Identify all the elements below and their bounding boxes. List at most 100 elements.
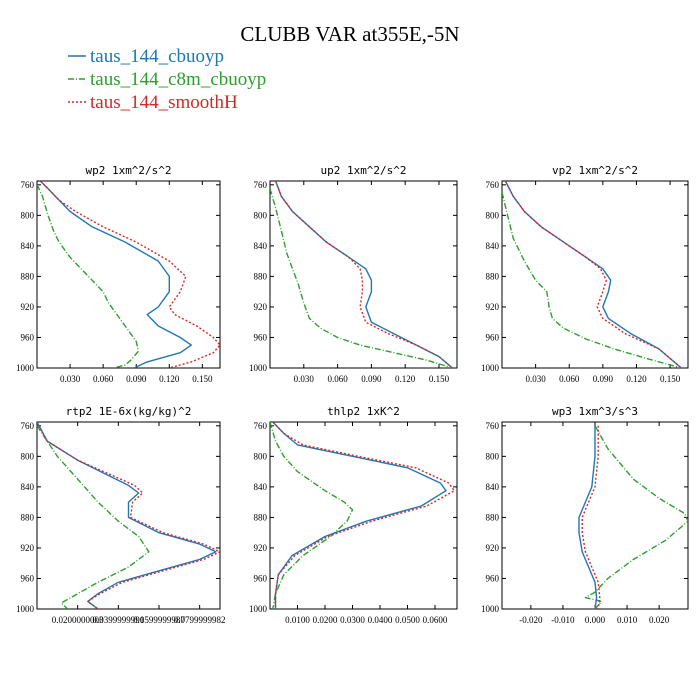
y-tick-label: 760 [21,180,35,190]
x-tick-label: 0.030 [60,374,81,384]
x-tick-label: 0.0599999987 [133,615,185,625]
y-tick-label: 920 [254,302,268,312]
x-tick-label: 0.020 [649,615,670,625]
y-tick-label: 880 [486,271,500,281]
y-tick-label: 960 [486,573,500,583]
x-tick-label: -0.010 [551,615,575,625]
x-tick-label: 0.120 [626,374,647,384]
y-tick-label: 880 [21,271,35,281]
series-line-taus_144_c8m_cbuoyp [584,425,688,609]
y-tick-label: 1000 [481,604,500,614]
x-tick-label: 0.0399999991 [92,615,144,625]
y-tick-label: 800 [21,210,35,220]
x-tick-label: 0.120 [159,374,180,384]
x-tick-label: 0.000 [585,615,606,625]
panel-wp3: wp3 1xm^3/s^3 760 800 840 880 920 960 1000 -0.02… [481,405,689,625]
y-tick-label: 800 [254,451,268,461]
panel-rtp2: rtp2 1E-6x(kg/kg)^2 760 800 840 880 920 960 100… [16,405,226,625]
panel-frame [36,180,221,369]
y-tick-label: 880 [254,271,268,281]
series-line-taus_144_smoothH [581,425,601,609]
series-line-taus_144_smoothH [272,422,455,609]
panel-frame [269,180,458,369]
figure-title: CLUBB VAR at355E,-5N [240,22,459,46]
x-tick-label: 0.0500 [395,615,420,625]
x-tick-label: 0.0799999982 [174,615,226,625]
y-tick-label: 760 [486,180,500,190]
series-line-taus_144_smoothH [504,181,682,368]
y-tick-label: 1000 [16,604,35,614]
series-line-taus_144_c8m_cbuoyp [270,188,453,368]
x-tick-label: 0.030 [294,374,315,384]
y-tick-label: 1000 [249,363,268,373]
y-tick-label: 800 [486,451,500,461]
x-tick-label: 0.0100 [285,615,310,625]
y-tick-label: 960 [254,332,268,342]
series-line-taus_144_c8m_cbuoyp [37,425,150,609]
y-tick-label: 1000 [481,363,500,373]
series-line-taus_144_smoothH [274,181,453,368]
x-tick-label: 0.030 [525,374,546,384]
panel-frame [36,421,221,610]
y-tick-label: 760 [486,421,500,431]
y-tick-label: 840 [21,241,35,251]
y-tick-label: 920 [486,302,500,312]
y-tick-label: 920 [486,543,500,553]
panel-vp2: vp2 1xm^2/s^2 760 800 840 880 920 960 1000 0.030… [481,164,689,384]
panel-wp2: wp2 1xm^2/s^2 760 800 840 880 920 960 1000 0.030… [16,164,221,384]
x-tick-label: 0.150 [660,374,681,384]
series-line-taus_144_cbuoyp [578,425,598,609]
x-tick-label: 0.0200000003 [52,615,104,625]
series-line-taus_144_c8m_cbuoyp [502,192,682,368]
y-tick-label: 960 [21,573,35,583]
series-line-taus_144_cbuoyp [272,422,447,609]
panel-title: vp2 1xm^2/s^2 [552,164,638,177]
y-tick-label: 880 [254,512,268,522]
panel-title: wp3 1xm^3/s^3 [552,405,638,418]
x-tick-label: 0.120 [395,374,416,384]
panel-grid: wp2 1xm^2/s^2 760 800 840 880 920 960 1000 0.030… [16,164,689,625]
x-tick-label: 0.0400 [368,615,393,625]
x-tick-label: 0.0200 [313,615,338,625]
x-tick-label: 0.060 [93,374,114,384]
y-tick-label: 920 [21,302,35,312]
series-line-taus_144_cbuoyp [39,181,193,368]
panel-frame [501,180,689,369]
series-line-taus_144_cbuoyp [504,181,682,368]
legend-label-smoothh: taus_144_smoothH [90,92,238,113]
x-tick-label: 0.150 [192,374,213,384]
series-line-taus_144_c8m_cbuoyp [270,422,354,609]
legend: taus_144_cbuoyp taus_144_c8m_cbuoyp taus… [68,46,266,113]
y-tick-label: 880 [21,512,35,522]
y-tick-label: 960 [21,332,35,342]
series-line-taus_144_smoothH [37,422,220,609]
y-tick-label: 800 [21,451,35,461]
y-tick-label: 840 [486,241,500,251]
y-tick-label: 760 [254,180,268,190]
x-tick-label: 0.0600 [423,615,448,625]
legend-label-cbuoyp: taus_144_cbuoyp [90,46,224,67]
y-tick-label: 960 [254,573,268,583]
x-tick-label: 0.150 [429,374,450,384]
y-tick-label: 880 [486,512,500,522]
x-tick-label: 0.090 [593,374,614,384]
series-line-taus_144_cbuoyp [274,181,453,368]
panel-frame [269,421,458,610]
y-tick-label: 800 [254,210,268,220]
y-tick-label: 1000 [249,604,268,614]
y-tick-label: 840 [254,241,268,251]
series-line-taus_144_cbuoyp [37,422,217,609]
y-tick-label: 800 [486,210,500,220]
y-tick-label: 840 [486,482,500,492]
x-tick-label: 0.090 [126,374,147,384]
panel-up2: up2 1xm^2/s^2 760 800 840 880 920 960 1000 0.030… [249,164,458,384]
series-line-taus_144_smoothH [39,181,220,368]
y-tick-label: 920 [254,543,268,553]
y-tick-label: 1000 [16,363,35,373]
x-tick-label: -0.020 [519,615,543,625]
panel-title: rtp2 1E-6x(kg/kg)^2 [66,405,192,418]
x-tick-label: 0.0300 [340,615,365,625]
x-tick-label: 0.060 [559,374,580,384]
